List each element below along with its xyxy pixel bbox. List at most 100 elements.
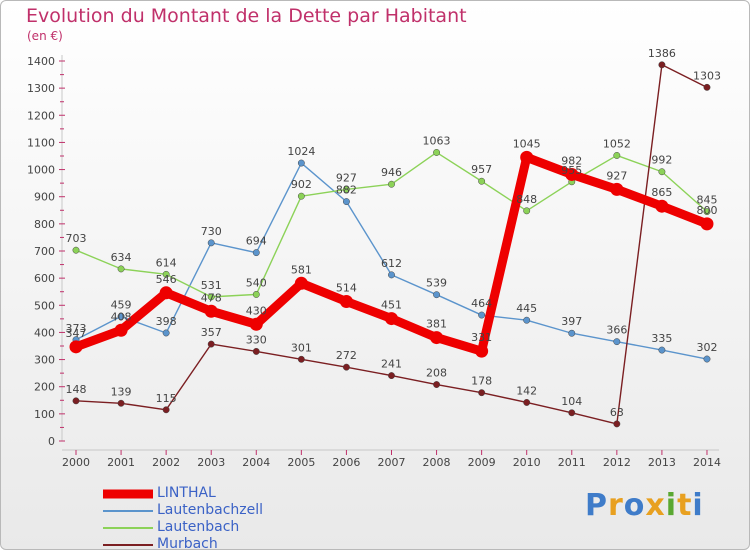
y-tick-label: 900 xyxy=(34,191,55,204)
data-point-lautenbach xyxy=(207,293,215,301)
data-point-linthal xyxy=(294,276,308,290)
data-label-murbach: 357 xyxy=(201,326,222,339)
data-label-lautenbachzell: 612 xyxy=(381,257,402,270)
data-point-lautenbachzell xyxy=(297,159,305,167)
data-point-linthal xyxy=(384,312,398,326)
data-label-lautenbachzell: 1024 xyxy=(287,145,315,158)
y-tick-label: 400 xyxy=(34,326,55,339)
data-point-lautenbachzell xyxy=(117,312,125,320)
legend: LINTHAL Lautenbachzell Lautenbach Murbach xyxy=(103,485,363,550)
data-label-murbach: 301 xyxy=(291,341,312,354)
data-label-linthal: 408 xyxy=(111,310,132,323)
data-point-lautenbach xyxy=(478,177,486,185)
data-label-murbach: 142 xyxy=(516,384,537,397)
data-label-linthal: 546 xyxy=(156,273,177,286)
logo-letter: P xyxy=(585,488,608,523)
data-point-linthal xyxy=(69,340,83,354)
legend-swatch xyxy=(103,543,153,546)
data-point-murbach xyxy=(433,381,441,388)
data-point-linthal xyxy=(700,217,714,231)
x-tick-label: 2004 xyxy=(242,456,270,469)
data-label-lautenbachzell: 398 xyxy=(156,315,177,328)
data-label-linthal: 865 xyxy=(651,186,672,199)
legend-label: Lautenbach xyxy=(157,519,240,535)
data-label-lautenbachzell: 539 xyxy=(426,277,447,290)
data-label-lautenbach: 955 xyxy=(561,164,582,177)
data-point-linthal xyxy=(520,150,534,164)
data-point-linthal xyxy=(610,182,624,196)
data-point-murbach xyxy=(388,372,395,380)
data-label-murbach: 63 xyxy=(610,406,624,419)
data-point-lautenbach xyxy=(703,208,711,216)
data-label-linthal: 1045 xyxy=(513,137,541,150)
legend-item-linthal: LINTHAL xyxy=(103,485,363,502)
data-label-lautenbach: 634 xyxy=(111,251,132,264)
x-tick-label: 2000 xyxy=(62,456,90,469)
data-point-linthal xyxy=(655,199,669,213)
data-label-murbach: 241 xyxy=(381,358,402,371)
x-tick-label: 2011 xyxy=(558,456,586,469)
legend-swatch xyxy=(103,526,153,529)
y-tick-label: 800 xyxy=(34,218,55,231)
data-label-linthal: 982 xyxy=(561,154,582,167)
data-label-lautenbachzell: 464 xyxy=(471,297,492,310)
data-label-lautenbach: 1052 xyxy=(603,137,631,150)
data-point-lautenbach xyxy=(162,270,170,278)
data-label-murbach: 1303 xyxy=(693,69,721,82)
y-tick-label: 500 xyxy=(34,299,55,312)
x-tick-label: 2013 xyxy=(648,456,676,469)
data-label-lautenbach: 540 xyxy=(246,276,267,289)
y-tick-label: 200 xyxy=(34,381,55,394)
data-label-murbach: 1386 xyxy=(648,47,676,60)
data-label-linthal: 381 xyxy=(426,318,447,331)
data-point-murbach xyxy=(703,83,711,91)
data-point-murbach xyxy=(568,409,576,417)
data-labels: 347 408 546 478 430 581 514 451 381 331 1045 982 927… xyxy=(66,47,721,419)
legend-label: Murbach xyxy=(157,536,218,550)
data-point-linthal xyxy=(114,323,128,337)
data-label-murbach: 330 xyxy=(246,333,267,346)
x-tick-label: 2010 xyxy=(513,456,541,469)
data-label-linthal: 800 xyxy=(696,204,717,217)
data-point-linthal xyxy=(159,286,173,300)
y-tick-label: 600 xyxy=(34,272,55,285)
data-point-lautenbach xyxy=(297,192,305,200)
y-tick-label: 300 xyxy=(34,354,55,367)
data-point-lautenbachzell xyxy=(478,311,486,319)
data-label-murbach: 115 xyxy=(156,392,177,405)
data-point-murbach xyxy=(523,399,531,406)
legend-swatch xyxy=(103,509,153,512)
y-tick-label: 1100 xyxy=(27,136,55,149)
logo-letter: t xyxy=(677,488,693,523)
data-point-lautenbachzell xyxy=(162,329,170,337)
data-point-murbach xyxy=(162,406,170,414)
data-label-murbach: 148 xyxy=(66,383,87,396)
legend-item-murbach: Murbach xyxy=(103,536,363,550)
data-point-lautenbachzell xyxy=(252,249,260,257)
y-tick-label: 0 xyxy=(48,435,55,448)
data-point-murbach xyxy=(478,389,486,397)
data-point-lautenbach xyxy=(342,185,350,193)
legend-label: Lautenbachzell xyxy=(157,502,264,518)
data-point-lautenbach xyxy=(658,168,666,176)
data-label-lautenbach: 927 xyxy=(336,171,357,184)
data-point-murbach xyxy=(613,420,621,428)
data-point-linthal xyxy=(565,167,579,181)
data-point-linthal xyxy=(339,294,353,308)
data-label-linthal: 451 xyxy=(381,299,402,312)
data-point-lautenbach xyxy=(433,149,441,156)
data-point-murbach xyxy=(117,399,125,407)
data-label-lautenbachzell: 882 xyxy=(336,184,357,197)
x-tick-label: 2002 xyxy=(152,456,180,469)
logo-letter: i xyxy=(692,488,704,523)
data-point-murbach xyxy=(658,61,666,69)
data-label-murbach: 104 xyxy=(561,395,582,408)
logo-letter: o xyxy=(623,488,646,523)
data-point-murbach xyxy=(297,355,305,363)
data-label-lautenbachzell: 445 xyxy=(516,302,537,315)
data-point-murbach xyxy=(342,363,350,371)
logo-letter: r xyxy=(608,488,624,523)
x-tick-label: 2003 xyxy=(197,456,225,469)
x-tick-label: 2009 xyxy=(468,456,496,469)
